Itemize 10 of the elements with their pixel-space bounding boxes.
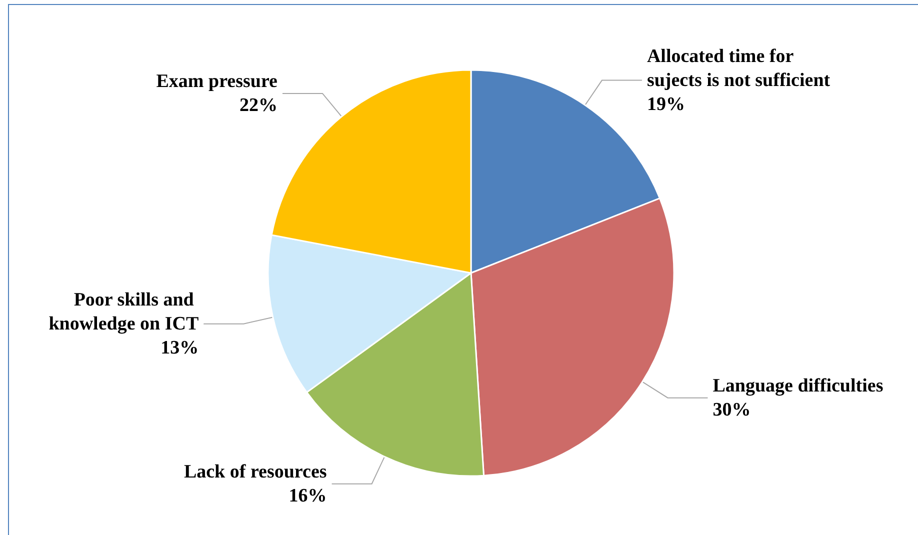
data-label: 16% <box>288 485 327 506</box>
slice-label: Language difficulties <box>712 375 884 396</box>
data-label: 22% <box>239 94 278 116</box>
data-label: 13% <box>160 337 199 358</box>
slice-label: Lack of resources <box>184 461 327 482</box>
data-label: 19% <box>646 94 685 115</box>
slice-label: Allocated time for sujects is not sufficient <box>646 46 831 91</box>
slice-label: Poor skills and knowledge on ICT <box>48 289 199 334</box>
data-label: 30% <box>712 399 751 420</box>
slice-label: Exam pressure <box>156 70 278 92</box>
